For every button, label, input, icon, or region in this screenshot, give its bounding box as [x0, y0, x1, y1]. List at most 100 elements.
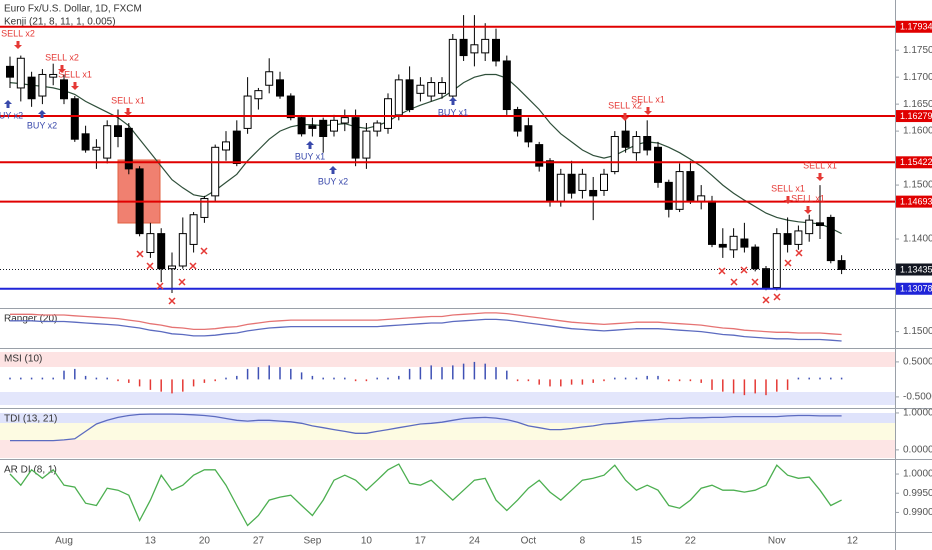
cross-marker [795, 249, 803, 257]
candle-body [178, 233, 187, 267]
x-tick-label: Oct [521, 536, 537, 547]
candle-body [200, 198, 209, 218]
candle-body [740, 238, 749, 248]
x-tick-label: 12 [847, 536, 859, 547]
bar [527, 379, 530, 382]
bar [128, 379, 130, 383]
bar [171, 379, 173, 394]
bar [484, 363, 486, 380]
bar [743, 379, 746, 396]
candle-body [708, 200, 716, 245]
line-series [10, 413, 842, 442]
cross-marker [740, 266, 748, 274]
bar [495, 367, 497, 380]
candle-body [265, 71, 274, 86]
x-tick-label: Sep [304, 536, 322, 547]
bar [732, 379, 735, 394]
candle-body [38, 73, 47, 97]
bar [63, 370, 65, 380]
price-level-label: 1.17934 [900, 22, 932, 32]
candle-body [27, 76, 36, 100]
bar [138, 379, 141, 387]
y-tick-label: 0.0000 [903, 445, 932, 456]
candle-body [502, 60, 511, 111]
candle-body [589, 189, 598, 197]
tdi-middle-band [0, 423, 895, 440]
signal-arrow [644, 107, 652, 115]
bar [84, 375, 87, 380]
price-level-box [896, 110, 932, 123]
line-series [10, 312, 842, 336]
signal-arrow [71, 82, 79, 90]
candle-body [319, 119, 328, 138]
bar [830, 377, 832, 380]
bar [279, 367, 281, 380]
bar [581, 379, 584, 385]
bar [419, 367, 422, 380]
signal-arrow [306, 141, 314, 149]
bar [236, 375, 238, 380]
bar [819, 377, 821, 380]
bar [462, 363, 465, 380]
bar [300, 372, 303, 380]
bar [570, 379, 573, 385]
candle-body [146, 233, 155, 254]
candle-body [114, 125, 122, 138]
bar [473, 361, 476, 380]
signal-label: BUY x1 [295, 151, 325, 161]
signal-arrow [621, 113, 629, 121]
bar [754, 379, 756, 394]
candle-body [340, 117, 349, 124]
bar [225, 377, 227, 380]
signal-label: SELL x2 [608, 100, 642, 110]
candle-body [546, 160, 554, 202]
bar [160, 379, 162, 392]
candle-body [189, 214, 198, 245]
candle-body [459, 38, 468, 57]
price-level-label: 1.15422 [900, 157, 932, 167]
candle-body [481, 38, 490, 54]
cross-marker [136, 250, 144, 258]
candle-body [438, 82, 446, 94]
chart-subtitle: Kenji (21, 8, 11, 1, 0.005) [4, 17, 116, 28]
x-tick-label: 20 [199, 536, 211, 547]
bar [614, 377, 616, 380]
candle-body [567, 173, 576, 194]
x-tick-label: 24 [469, 536, 481, 547]
candle-body [729, 235, 738, 251]
candle-body [373, 122, 382, 132]
msi-lower-band [0, 392, 895, 405]
bar [20, 377, 22, 380]
y-tick-label: 1.0000 [903, 408, 932, 419]
bar [624, 377, 627, 380]
cross-marker [189, 262, 197, 270]
signal-label: SELL x1 [771, 183, 805, 193]
bar [182, 379, 184, 392]
price-level-label: 1.13435 [900, 264, 932, 274]
price-level-label: 1.13078 [900, 284, 932, 294]
candle-body [254, 90, 263, 100]
candle-body [330, 119, 338, 132]
candle-body [837, 260, 846, 271]
bar [646, 375, 648, 380]
candle-body [92, 146, 101, 151]
x-tick-label: 10 [361, 536, 373, 547]
candle-body [826, 216, 835, 262]
candle-body [124, 127, 133, 170]
bar [786, 379, 789, 390]
candle-body [556, 173, 565, 202]
candle-body [6, 65, 14, 78]
candle-body [416, 84, 425, 94]
bar [689, 379, 692, 382]
chart-title: Euro Fx/U.S. Dollar, 1D, FXCM [4, 4, 142, 15]
candle-body [643, 136, 652, 151]
candle-body [492, 38, 500, 62]
y-tick-label: 1.1750 [903, 45, 932, 56]
candle-body [308, 125, 317, 129]
signal-arrow [124, 108, 132, 116]
bar [30, 377, 33, 380]
x-tick-label: 27 [253, 536, 265, 547]
candle-body [157, 233, 166, 270]
candle-body [103, 125, 112, 159]
